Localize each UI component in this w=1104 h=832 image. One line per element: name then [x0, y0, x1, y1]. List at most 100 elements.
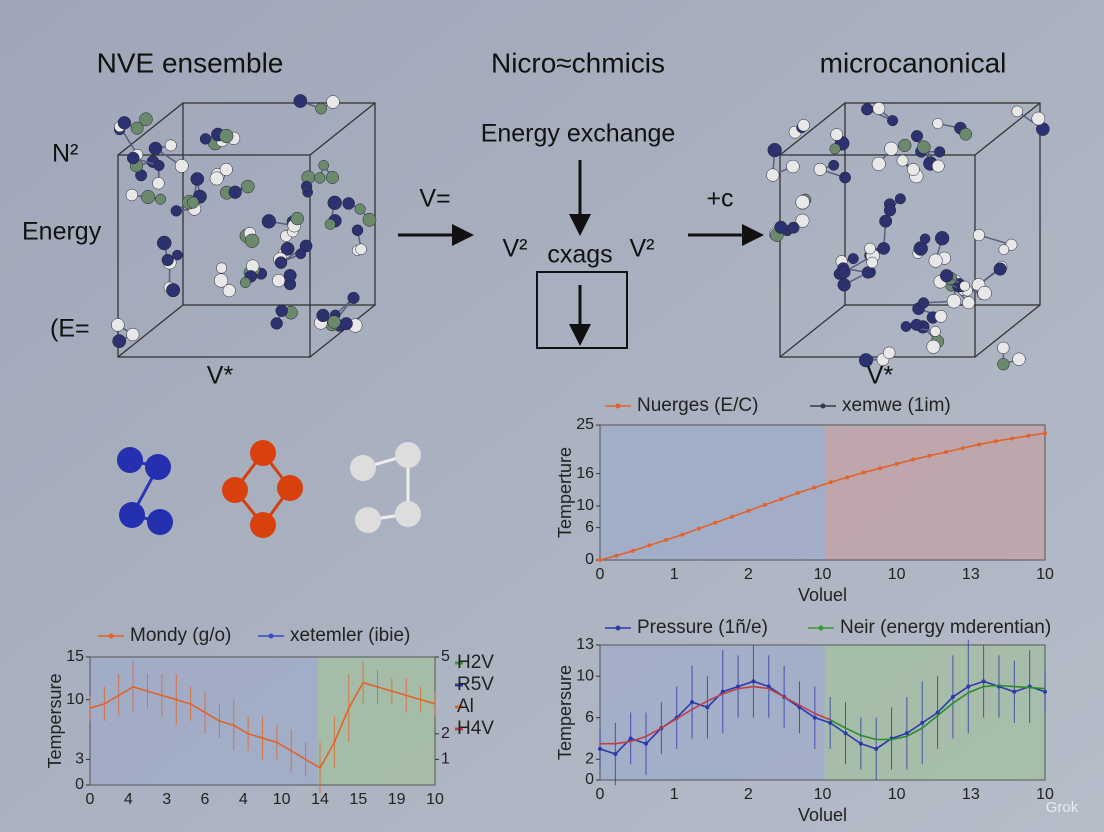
- atom: [347, 291, 360, 304]
- plot-frame: [599, 424, 1046, 561]
- atom: [326, 95, 340, 109]
- atom: [148, 141, 163, 156]
- atom: [839, 171, 851, 184]
- y-axis-label: Temperture: [555, 447, 575, 538]
- plot-background: [824, 645, 1045, 780]
- point: [746, 508, 751, 513]
- point: [647, 543, 652, 548]
- y-tick-label: 13: [576, 636, 594, 653]
- atom: [861, 103, 874, 116]
- atom: [280, 241, 295, 256]
- point: [713, 520, 718, 525]
- atom: [959, 127, 973, 141]
- legend-label: Al: [457, 696, 474, 717]
- point: [950, 694, 955, 699]
- atom: [931, 159, 945, 173]
- label: N²: [52, 140, 78, 168]
- x-tick-label: 10: [426, 791, 444, 808]
- atom: [324, 218, 336, 230]
- atom: [896, 154, 909, 167]
- atom: [272, 273, 286, 288]
- point: [966, 684, 971, 689]
- point: [680, 532, 685, 537]
- legend-swatch: [615, 403, 621, 409]
- cube-edges: [117, 102, 376, 358]
- atom: [766, 168, 780, 182]
- x-tick-label: 10: [888, 786, 906, 803]
- point: [1026, 433, 1031, 438]
- point: [904, 731, 909, 736]
- x-tick-label: 0: [86, 791, 95, 808]
- x-axis-label: Voluel: [798, 805, 847, 825]
- atom: [797, 119, 810, 132]
- point: [1010, 436, 1015, 441]
- x-tick-label: 10: [814, 786, 832, 803]
- atom: [241, 179, 255, 194]
- atom: [928, 253, 943, 268]
- label: +c: [706, 185, 733, 213]
- title: microcanonical: [820, 47, 1007, 78]
- point: [920, 720, 925, 725]
- atom: [998, 244, 1010, 255]
- point: [812, 715, 817, 720]
- atom: [274, 256, 288, 269]
- atom: [261, 214, 277, 229]
- atom: [917, 140, 931, 154]
- atom: [795, 194, 810, 210]
- point: [614, 553, 619, 558]
- label: V²: [503, 235, 528, 263]
- point: [981, 679, 986, 684]
- atom: [858, 353, 873, 368]
- label: V*: [207, 362, 234, 390]
- y-axis-label: Tempersure: [45, 673, 65, 768]
- atom: [290, 211, 304, 226]
- x-tick-label: 2: [744, 566, 753, 583]
- y2-tick-label: 2: [441, 725, 450, 742]
- label: (E=: [50, 315, 90, 343]
- atom: [977, 285, 992, 301]
- atom: [250, 512, 276, 538]
- point: [696, 526, 701, 531]
- atom: [877, 242, 891, 255]
- point: [1043, 431, 1047, 436]
- atom: [316, 308, 330, 323]
- atom: [350, 455, 376, 481]
- point: [1043, 689, 1047, 694]
- x-tick-label: 4: [124, 791, 133, 808]
- point: [598, 558, 602, 562]
- point: [894, 461, 899, 466]
- atom: [939, 269, 954, 283]
- atom: [813, 162, 827, 176]
- plot-background: [600, 425, 825, 560]
- atom: [997, 341, 1010, 355]
- atom: [327, 195, 342, 210]
- series-line: [89, 681, 436, 770]
- atom: [864, 242, 876, 255]
- atom: [117, 116, 132, 130]
- atom: [883, 346, 896, 360]
- atom: [126, 151, 140, 165]
- plot-background: [824, 425, 1045, 560]
- atom: [172, 249, 183, 261]
- atom: [125, 188, 139, 202]
- atom: [130, 121, 144, 135]
- y-tick-label: 3: [75, 751, 84, 768]
- point: [911, 457, 916, 462]
- x-tick-label: 13: [962, 786, 980, 803]
- cube-back: [844, 102, 1041, 306]
- legend-swatch: [820, 403, 826, 409]
- atom: [213, 273, 229, 288]
- atom: [301, 180, 313, 193]
- point: [598, 746, 602, 751]
- legend-label: H2V: [457, 652, 494, 673]
- x-tick-label: 1: [670, 566, 679, 583]
- three-molecules: [117, 440, 421, 538]
- x-tick-label: 3: [162, 791, 171, 808]
- atom: [866, 256, 878, 269]
- x-tick-label: 10: [273, 791, 291, 808]
- atom: [919, 233, 931, 245]
- atom: [395, 501, 421, 527]
- legend-swatch: [615, 625, 621, 631]
- point: [977, 442, 982, 447]
- point: [729, 514, 734, 519]
